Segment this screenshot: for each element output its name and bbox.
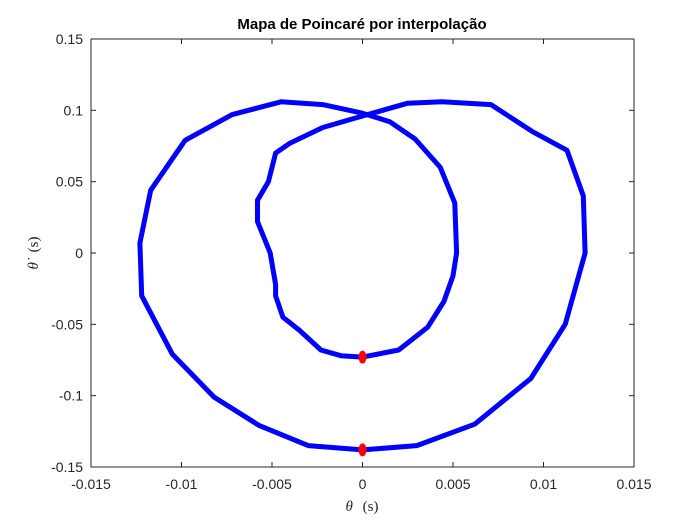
- x-tick-label-4: 0.005: [435, 476, 470, 492]
- y-tick-label-3: 0: [75, 245, 83, 261]
- y-axis-label-unit: (s): [26, 237, 42, 253]
- y-tick-label-5: -0.1: [59, 388, 83, 404]
- x-axis-label-symbol: θ: [346, 499, 354, 515]
- x-axis-label-unit: (s): [363, 499, 379, 515]
- x-tick-label-2: -0.005: [252, 476, 292, 492]
- x-ticks: -0.015 -0.01 -0.005 0 0.005 0.01 0.015: [71, 39, 652, 492]
- x-tick-label-1: -0.01: [166, 476, 198, 492]
- plot-area: [91, 39, 634, 467]
- x-tick-label-5: 0.01: [530, 476, 557, 492]
- y-ticks: 0.15 0.1 0.05 0 -0.05 -0.1 -0.15: [51, 31, 634, 475]
- y-tick-label-1: 0.1: [64, 102, 84, 118]
- x-tick-label-3: 0: [359, 476, 367, 492]
- y-tick-label-4: -0.05: [51, 316, 83, 332]
- y-axis-label-symbol: θ̇: [26, 257, 42, 269]
- x-tick-label-0: -0.015: [71, 476, 111, 492]
- y-tick-label-0: 0.15: [56, 31, 83, 47]
- poincare-marker-0: [358, 350, 367, 364]
- y-tick-label-6: -0.15: [51, 459, 83, 475]
- x-tick-label-6: 0.015: [616, 476, 651, 492]
- marker-layer: [358, 350, 367, 457]
- y-axis-label: θ̇ (s): [26, 237, 42, 270]
- poincare-marker-1: [358, 443, 367, 457]
- series-line-0: [137, 99, 588, 453]
- y-tick-label-2: 0.05: [56, 174, 83, 190]
- x-axis-label: θ (s): [346, 499, 379, 515]
- series-layer: [137, 99, 588, 453]
- chart-title: Mapa de Poincaré por interpolação: [237, 16, 486, 33]
